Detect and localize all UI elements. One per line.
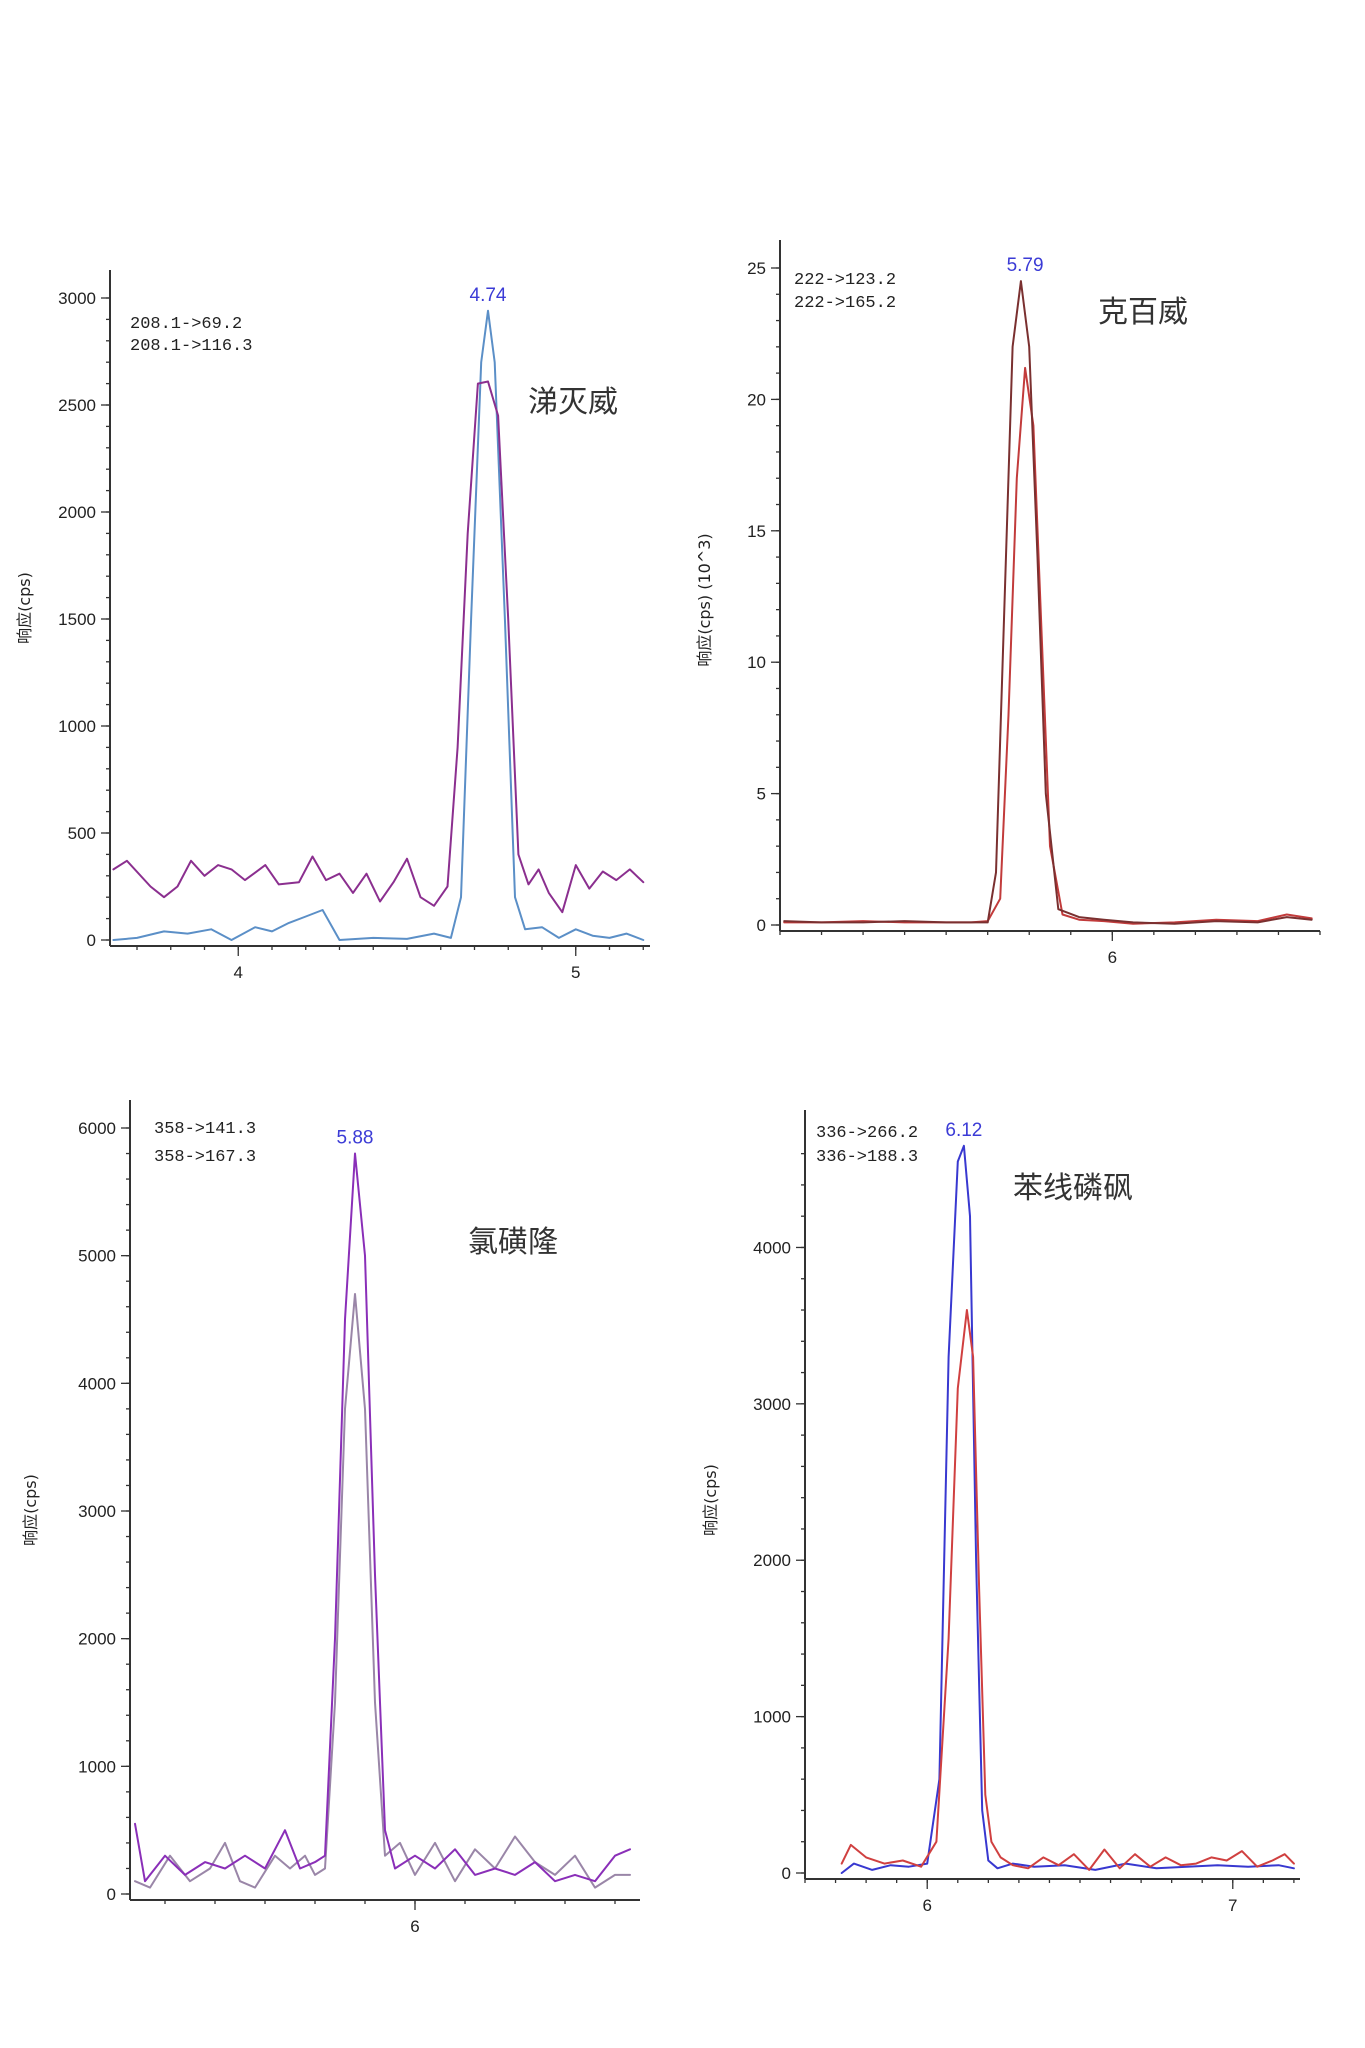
- transition-label: 358->167.3: [154, 1148, 256, 1167]
- transition-label: 222->165.2: [794, 294, 896, 313]
- y-axis-label: 响应(cps): [21, 1474, 40, 1546]
- compound-label: 涕灭威: [528, 385, 618, 420]
- y-tick-label: 1000: [753, 1708, 791, 1727]
- chart-aldicarb: 0 500 1000 1500 2000 2500 3000 4 5 响应(cps) 208.…: [15, 270, 650, 982]
- y-tick-label: 3000: [753, 1395, 791, 1414]
- y-tick-label: 2000: [78, 1630, 116, 1649]
- y-tick-label: 6000: [78, 1119, 116, 1138]
- y-tick-label: 0: [782, 1864, 791, 1883]
- compound-label: 氯磺隆: [468, 1225, 558, 1260]
- series-line-2: [112, 380, 645, 914]
- transition-label: 336->188.3: [816, 1148, 918, 1167]
- x-tick-label: 6: [1108, 948, 1117, 967]
- x-tick-label: 7: [1228, 1896, 1237, 1915]
- y-tick-label: 2000: [58, 503, 96, 522]
- transition-label: 336->266.2: [816, 1124, 918, 1143]
- y-tick-label: 4000: [78, 1374, 116, 1393]
- y-tick-label: 25: [747, 259, 766, 278]
- series-line-1: [134, 1293, 631, 1889]
- y-tick-label: 2000: [753, 1551, 791, 1570]
- y-tick-label: 10: [747, 653, 766, 672]
- compound-label: 苯线磷砜: [1013, 1171, 1133, 1206]
- y-tick-label: 3000: [78, 1502, 116, 1521]
- y-tick-label: 20: [747, 390, 766, 409]
- y-axis-label: 响应(cps): [15, 572, 34, 644]
- series-line-1: [112, 309, 645, 941]
- y-tick-label: 500: [68, 824, 96, 843]
- y-tick-label: 5: [757, 785, 766, 804]
- chart-carbofuran: 0 5 10 15 20 25 6 响应(cps) (10^3) 222->123.2 2…: [695, 240, 1321, 967]
- y-axis-label: 响应(cps) (10^3): [695, 533, 714, 666]
- peak-rt-label: 5.88: [337, 1128, 374, 1149]
- series-line-2: [134, 1152, 631, 1883]
- peak-rt-label: 4.74: [470, 285, 507, 306]
- transition-label: 222->123.2: [794, 271, 896, 290]
- x-tick-label: 6: [922, 1896, 931, 1915]
- series-line-1: [840, 1144, 1295, 1874]
- chart-chlorsulfuron: 0 1000 2000 3000 4000 5000 6000 6 响应(cps) 358-…: [21, 1100, 640, 1936]
- y-tick-label: 3000: [58, 289, 96, 308]
- transition-label: 208.1->116.3: [130, 337, 252, 356]
- y-axis-label: 响应(cps): [701, 1464, 720, 1536]
- y-tick-label: 0: [87, 931, 96, 950]
- x-tick-label: 4: [234, 963, 243, 982]
- y-tick-label: 0: [757, 916, 766, 935]
- peak-rt-label: 6.12: [945, 1120, 982, 1141]
- y-tick-label: 15: [747, 522, 766, 541]
- series-line-1: [783, 366, 1313, 925]
- y-tick-label: 2500: [58, 396, 96, 415]
- x-tick-label: 5: [571, 963, 580, 982]
- transition-label: 208.1->69.2: [130, 315, 242, 334]
- x-tick-label: 6: [410, 1917, 419, 1936]
- y-tick-label: 0: [107, 1885, 116, 1904]
- y-tick-label: 1500: [58, 610, 96, 629]
- y-tick-label: 1000: [78, 1757, 116, 1776]
- y-tick-label: 1000: [58, 717, 96, 736]
- peak-rt-label: 5.79: [1007, 255, 1044, 276]
- y-tick-label: 5000: [78, 1247, 116, 1266]
- series-line-2: [840, 1309, 1295, 1871]
- transition-label: 358->141.3: [154, 1120, 256, 1139]
- compound-label: 克百威: [1098, 295, 1188, 330]
- series-line-2: [783, 280, 1313, 925]
- y-tick-label: 4000: [753, 1238, 791, 1257]
